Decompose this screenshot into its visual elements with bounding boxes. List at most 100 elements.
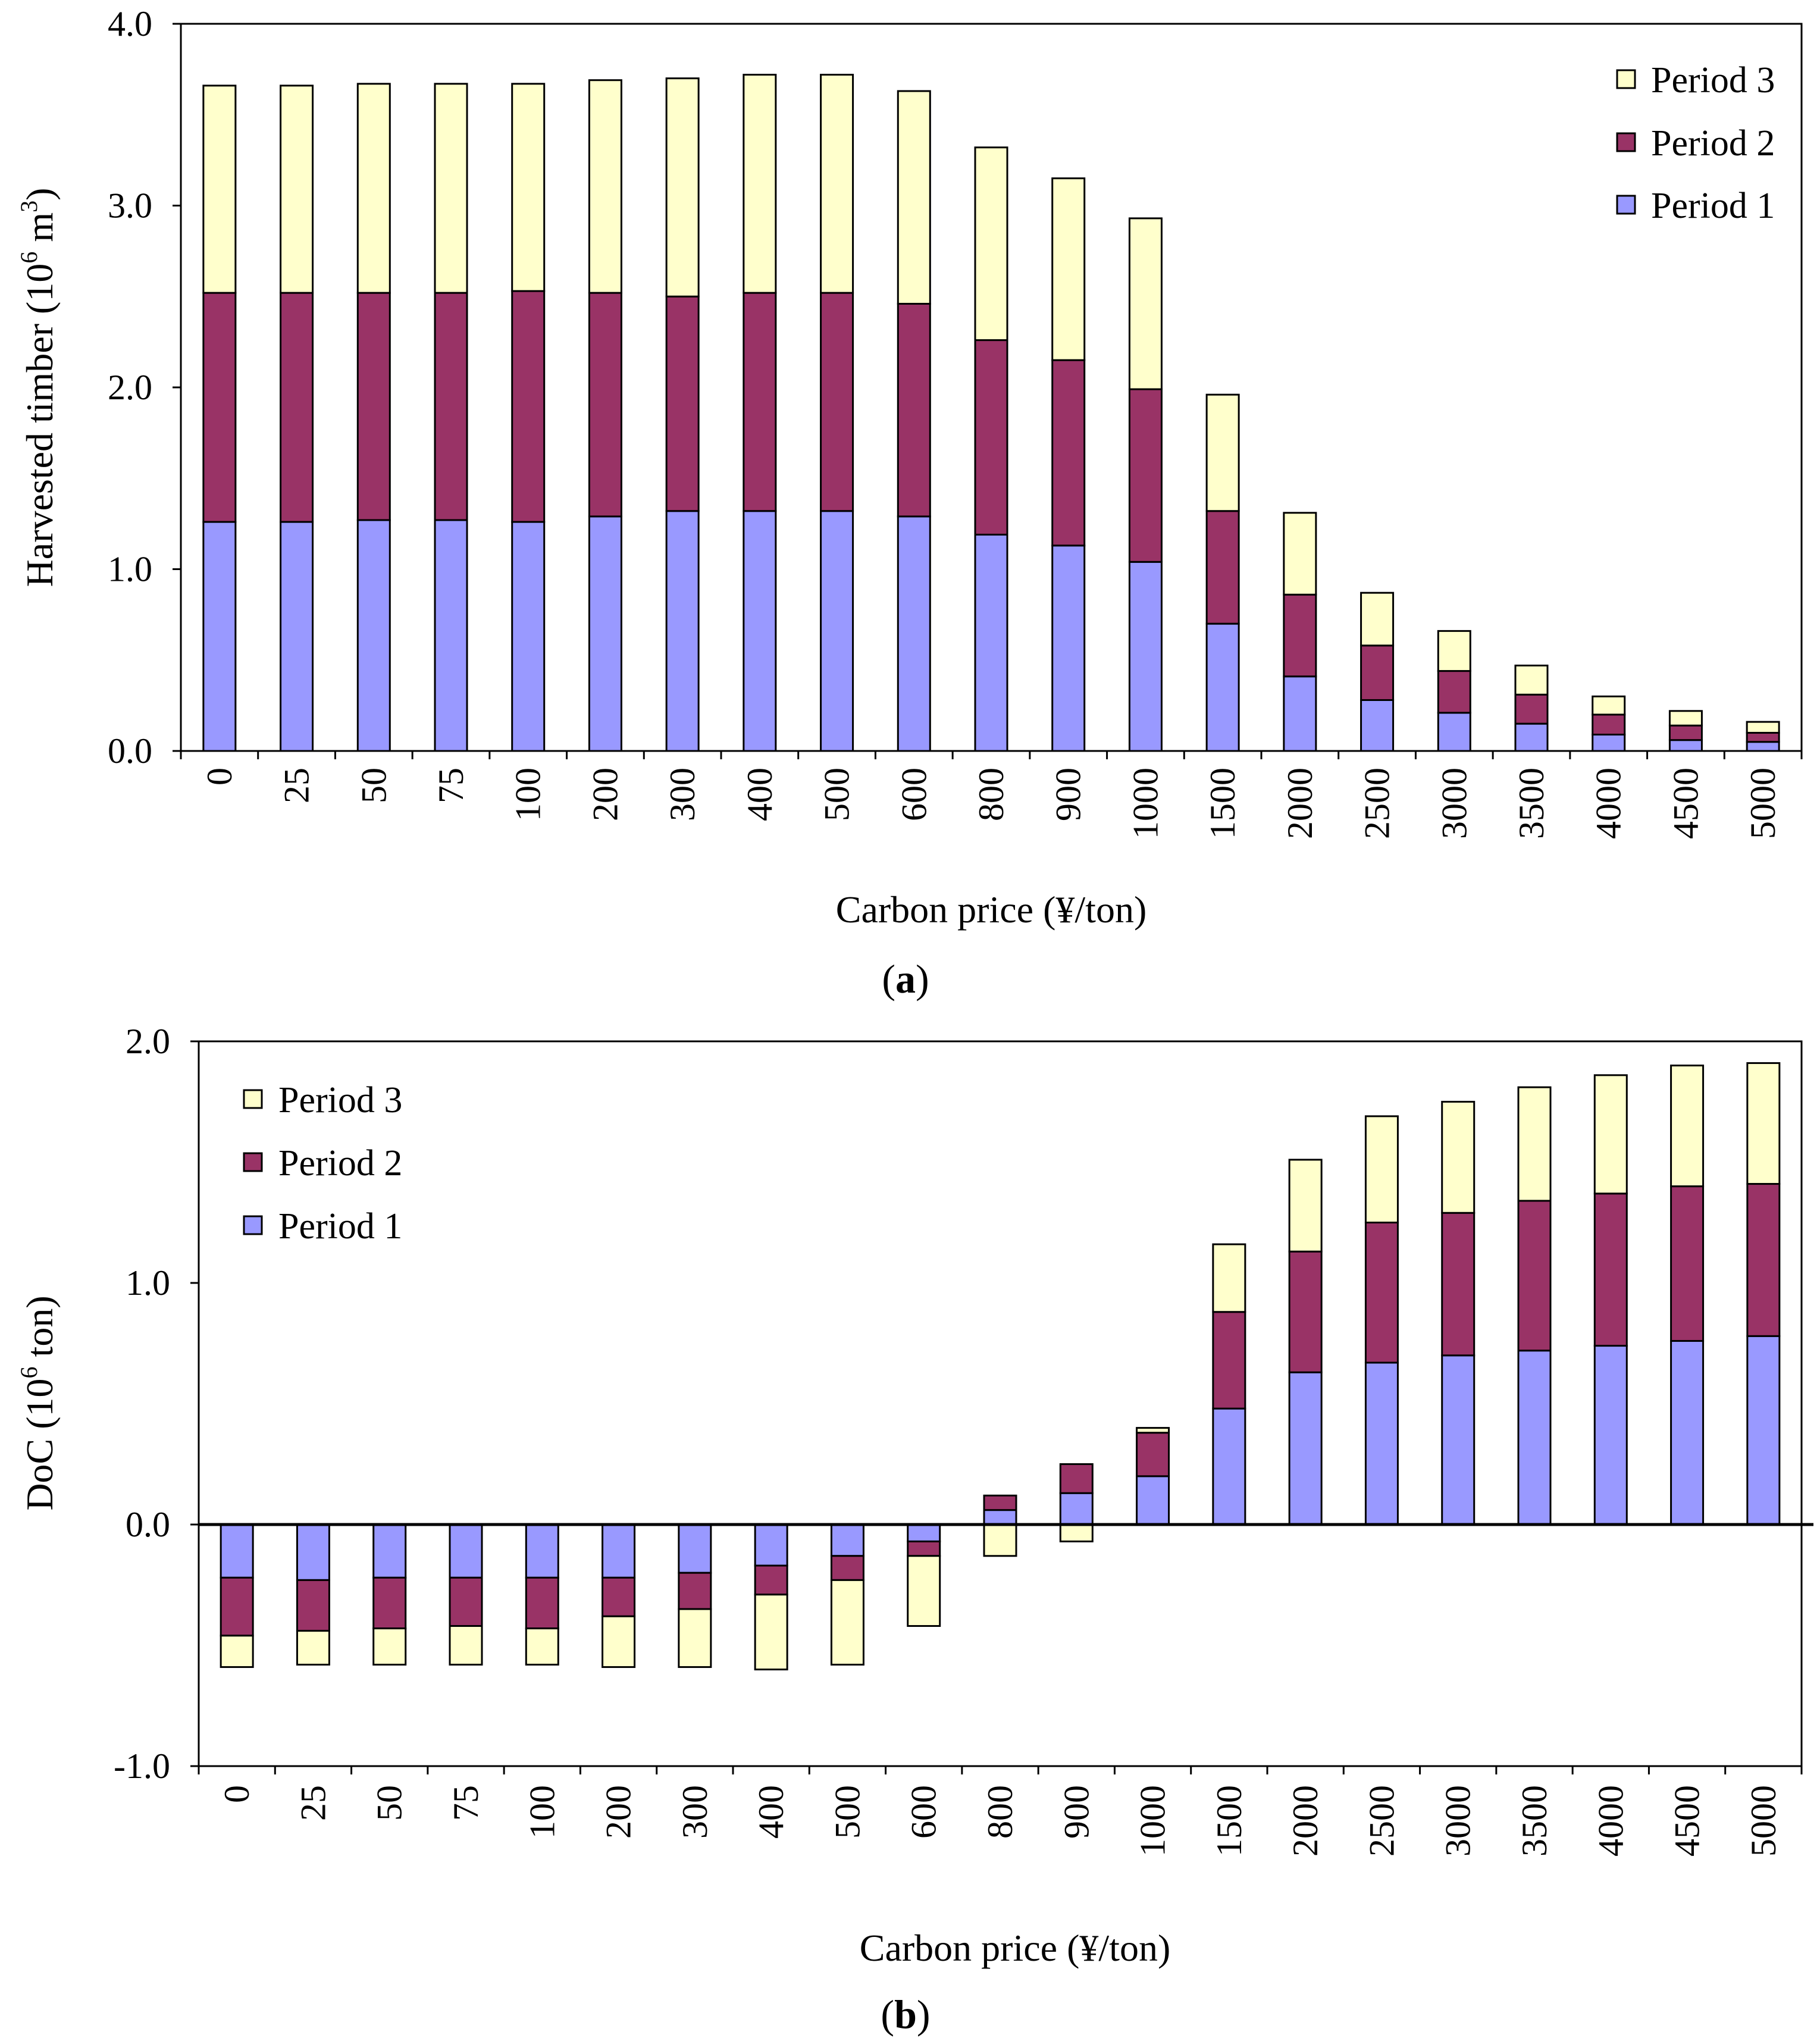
chart-a-bar-period-3-50 — [356, 83, 391, 294]
chart-b-x-tick-label: 900 — [1057, 1785, 1096, 1839]
chart-b-bar-period-1-600 — [907, 1523, 941, 1542]
chart-a-y-tick-label: 3.0 — [108, 186, 152, 226]
chart-b-x-tick-label: 3500 — [1515, 1785, 1554, 1857]
chart-a-x-tick-label: 600 — [894, 768, 934, 821]
chart-b-bar-period-3-600 — [907, 1555, 941, 1627]
chart-a-bar-period-1-2500 — [1360, 699, 1395, 752]
chart-b-bar-period-1-200 — [602, 1523, 636, 1579]
chart-a-bar-period-3-3000 — [1437, 630, 1471, 672]
chart-a-bar-period-1-75 — [434, 519, 468, 752]
chart-a-x-tick-label: 75 — [431, 768, 471, 803]
chart-a-bar-period-1-3000 — [1437, 712, 1471, 752]
chart-b-bar-period-1-300 — [678, 1523, 712, 1574]
chart-a-x-tick-label: 100 — [509, 768, 548, 821]
chart-b-bar-period-2-900 — [1059, 1463, 1094, 1494]
chart-b-bar-period-2-5000 — [1746, 1183, 1781, 1337]
chart-a-panel-label: (a) — [882, 956, 929, 1001]
chart-a-bar-period-3-4500 — [1668, 710, 1703, 727]
chart-b-x-tick-label: 0 — [217, 1785, 256, 1803]
chart-b-bar-period-1-50 — [372, 1523, 407, 1579]
chart-a-legend-swatch-period-3 — [1616, 69, 1636, 89]
chart-b-bar-period-3-400 — [754, 1594, 788, 1671]
chart-b-bar-period-2-50 — [372, 1576, 407, 1630]
chart-a-x-tick-label: 800 — [972, 768, 1011, 821]
chart-a-bar-period-2-200 — [588, 292, 622, 518]
chart-a-y-tick-label: 0.0 — [108, 731, 152, 771]
chart-a-bar-period-2-5000 — [1746, 731, 1780, 743]
chart-b-bar-period-2-0 — [220, 1576, 254, 1637]
chart-b-bar-period-3-1500 — [1212, 1243, 1246, 1313]
chart-b-x-tick-label: 1000 — [1133, 1785, 1173, 1857]
chart-b-bar-period-3-75 — [449, 1625, 483, 1666]
chart-b-bar-period-3-2500 — [1364, 1115, 1399, 1223]
chart-a-bar-period-3-3500 — [1514, 664, 1549, 696]
chart-a-bar-period-2-3500 — [1514, 693, 1549, 725]
chart-b-bar-period-1-3500 — [1517, 1350, 1552, 1526]
chart-b-bar-period-3-0 — [220, 1635, 254, 1669]
chart-b-bar-period-3-1000 — [1136, 1427, 1170, 1434]
chart-b-bar-period-1-2500 — [1364, 1361, 1399, 1526]
chart-b-bar-period-2-300 — [678, 1572, 712, 1610]
chart-b-bar-period-2-600 — [907, 1540, 941, 1557]
chart-b-x-tick-label: 200 — [599, 1785, 638, 1839]
chart-b-bar-period-3-5000 — [1746, 1062, 1781, 1185]
chart-b-legend-label-period-1: Period 1 — [278, 1206, 402, 1247]
chart-a-x-axis-title: Carbon price (¥/ton) — [836, 888, 1147, 931]
chart-b-bar-period-2-4500 — [1670, 1185, 1705, 1342]
chart-b-bars — [220, 1062, 1781, 1671]
chart-a-bar-period-1-600 — [897, 515, 931, 752]
chart-b-bar-period-2-200 — [602, 1576, 636, 1617]
chart-a-bar-period-3-800 — [974, 146, 1008, 342]
chart-b-legend-item-period-3: Period 3 — [243, 1080, 402, 1120]
chart-a-bar-period-3-2500 — [1360, 591, 1395, 647]
chart-b-bar-period-1-0 — [220, 1523, 254, 1579]
chart-a-x-tick-label: 25 — [277, 768, 317, 803]
chart-a-x-tick-label: 3000 — [1434, 768, 1474, 839]
chart-b-bar-period-1-25 — [296, 1523, 330, 1581]
chart-a-bar-period-1-50 — [356, 519, 391, 752]
chart-b-legend-label-period-2: Period 2 — [278, 1143, 402, 1184]
chart-a-x-tick-label: 4000 — [1589, 768, 1628, 839]
chart-a-x-tick-label: 400 — [740, 768, 779, 821]
chart-b-bar-period-2-1000 — [1136, 1432, 1170, 1478]
chart-a-x-tick-label: 1000 — [1126, 768, 1165, 839]
chart-a-legend-item-period-2: Period 2 — [1616, 123, 1775, 164]
chart-a-bar-period-2-2500 — [1360, 644, 1395, 701]
chart-a-x-tick-label: 2000 — [1280, 768, 1320, 839]
chart-a-bars — [202, 74, 1780, 752]
chart-b-bar-period-1-4000 — [1593, 1345, 1628, 1526]
chart-a-x-tick-label: 1500 — [1203, 768, 1242, 839]
chart-a-x-tick-label: 4500 — [1666, 768, 1705, 839]
chart-b-bar-period-3-3500 — [1517, 1086, 1552, 1202]
chart-b-bar-period-2-400 — [754, 1564, 788, 1596]
chart-a-x-tick-label: 3500 — [1512, 768, 1551, 839]
chart-b-legend: Period 3 Period 2 Period 1 — [243, 1080, 402, 1247]
chart-a-bar-period-2-75 — [434, 292, 468, 521]
chart-b-x-tick-label: 3000 — [1439, 1785, 1478, 1857]
chart-b-bar-period-1-3000 — [1441, 1354, 1476, 1526]
chart-a-bar-period-1-4500 — [1668, 739, 1703, 752]
chart-b-bar-period-3-800 — [983, 1523, 1017, 1557]
chart-b-x-tick-label: 25 — [293, 1785, 333, 1821]
chart-a-y-axis: 0.0 1.0 2.0 3.0 4.0 — [108, 4, 181, 771]
chart-b-x-tick-label: 400 — [751, 1785, 791, 1839]
chart-a-bar-period-1-1500 — [1205, 622, 1240, 752]
chart-b-bar-period-1-900 — [1059, 1492, 1094, 1526]
chart-b-bar-period-3-200 — [602, 1615, 636, 1669]
chart-a-bar-period-3-75 — [434, 83, 468, 294]
chart-a-bar-period-1-400 — [743, 510, 777, 752]
chart-a-y-axis-title: Harvested timber (106 m3) — [15, 188, 61, 587]
chart-b-bar-period-2-4000 — [1593, 1192, 1628, 1347]
chart-b-x-tick-label: 1500 — [1210, 1785, 1249, 1857]
chart-b-bar-period-1-4500 — [1670, 1339, 1705, 1526]
chart-a-bar-period-1-500 — [820, 510, 854, 752]
chart-a-bar-period-1-25 — [280, 521, 314, 752]
chart-b-bar-period-2-25 — [296, 1579, 330, 1632]
chart-b-x-tick-label: 5000 — [1744, 1785, 1783, 1857]
chart-a-bar-period-3-200 — [588, 79, 622, 294]
chart-b-y-axis: -1.0 0.0 1.0 2.0 — [114, 1022, 199, 1786]
chart-a-legend-label-period-1: Period 1 — [1651, 186, 1775, 226]
chart-b-legend-item-period-2: Period 2 — [243, 1143, 402, 1184]
chart-b-legend-swatch-period-2 — [243, 1152, 263, 1172]
chart-b-y-tick-label: 1.0 — [126, 1263, 170, 1303]
